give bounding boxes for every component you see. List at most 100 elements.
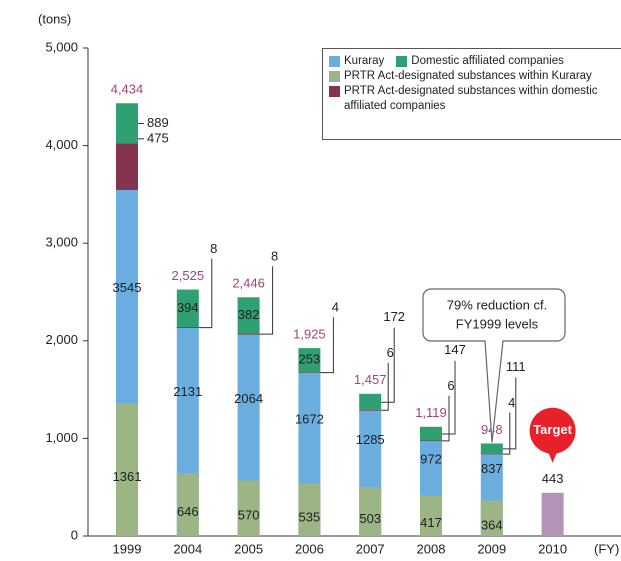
value-label: 646 bbox=[177, 504, 199, 519]
value-label: 2,446 bbox=[232, 276, 265, 291]
value-label: 1,457 bbox=[354, 372, 387, 387]
bar-domestic bbox=[298, 348, 321, 373]
value-label: 1285 bbox=[356, 432, 385, 447]
value-label: 570 bbox=[238, 508, 260, 523]
bar-prtr-kuraray bbox=[420, 495, 442, 536]
value-label: 2064 bbox=[234, 391, 263, 406]
value-label: 535 bbox=[299, 509, 321, 524]
bar-prtr-kuraray bbox=[176, 472, 199, 536]
value-label: 2131 bbox=[173, 384, 202, 399]
value-label: 1672 bbox=[295, 412, 324, 427]
legend-swatch bbox=[329, 71, 340, 82]
value-label: 837 bbox=[481, 461, 503, 476]
value-label: 889 bbox=[147, 115, 169, 130]
legend-label: Kuraray bbox=[344, 55, 385, 67]
value-label: 111 bbox=[506, 359, 526, 374]
leader-line bbox=[259, 266, 274, 335]
value-label: 8 bbox=[271, 249, 278, 264]
value-label: 394 bbox=[177, 300, 199, 315]
legend-label: PRTR Act-designated substances within Ku… bbox=[344, 70, 592, 82]
value-label: 2,525 bbox=[172, 268, 205, 283]
bar-domestic bbox=[420, 426, 442, 442]
legend-swatch bbox=[329, 86, 340, 97]
y-tick-label: 3,000 bbox=[45, 235, 78, 250]
legend-item: Kuraray bbox=[329, 54, 384, 69]
target-badge bbox=[547, 450, 558, 463]
bar-domestic bbox=[237, 297, 260, 335]
y-axis-label: (tons) bbox=[38, 11, 71, 26]
legend-item: PRTR Act-designated substances within Ku… bbox=[329, 69, 615, 84]
x-tick-label: 2008 bbox=[417, 541, 446, 556]
bar-prtr-kuraray bbox=[237, 480, 260, 536]
value-label: 6 bbox=[387, 345, 394, 360]
leader-line bbox=[381, 327, 395, 403]
x-tick-label: 2006 bbox=[295, 541, 324, 556]
bar-prtr-kuraray bbox=[116, 403, 138, 536]
y-tick-label: 4,000 bbox=[45, 137, 78, 152]
bar-domestic bbox=[480, 443, 503, 455]
value-label: 364 bbox=[481, 518, 503, 533]
y-tick-label: 2,000 bbox=[45, 332, 78, 347]
value-label: 475 bbox=[147, 130, 169, 145]
value-label: 972 bbox=[420, 452, 442, 467]
x-tick-label: 2010 bbox=[538, 541, 567, 556]
leader-line bbox=[442, 395, 450, 442]
y-tick-label: 0 bbox=[71, 527, 78, 542]
value-label: 3545 bbox=[113, 280, 142, 295]
bar-domestic bbox=[359, 393, 382, 411]
bar-prtr-domestic bbox=[237, 333, 260, 335]
bar-prtr-kuraray bbox=[298, 483, 321, 536]
legend-label: PRTR Act-designated substances within do… bbox=[344, 85, 598, 112]
bar-prtr-domestic bbox=[359, 409, 382, 411]
x-axis-label: (FY) bbox=[594, 541, 619, 556]
x-tick-label: 2004 bbox=[173, 541, 202, 556]
value-label: 1,925 bbox=[293, 327, 326, 342]
value-label: 4,434 bbox=[111, 82, 144, 97]
value-label: 382 bbox=[238, 307, 260, 322]
y-tick-label: 1,000 bbox=[45, 430, 78, 445]
leader-line bbox=[320, 317, 334, 374]
value-label: 417 bbox=[420, 515, 442, 530]
bar-prtr-kuraray bbox=[359, 486, 382, 536]
annotation-text: FY1999 levels bbox=[456, 316, 539, 331]
value-label: 172 bbox=[383, 309, 405, 324]
value-label: 4 bbox=[508, 395, 515, 410]
x-tick-label: 1999 bbox=[113, 541, 142, 556]
leader-line bbox=[502, 377, 517, 450]
value-label: 8 bbox=[210, 241, 217, 256]
x-tick-label: 2005 bbox=[234, 541, 263, 556]
target-bar bbox=[541, 492, 564, 536]
bar-prtr-kuraray bbox=[480, 500, 503, 536]
value-label: 4 bbox=[332, 300, 339, 315]
legend-item: PRTR Act-designated substances within do… bbox=[329, 84, 615, 114]
value-label: 253 bbox=[299, 352, 321, 367]
leader-line bbox=[442, 360, 456, 435]
value-label: 1361 bbox=[113, 469, 142, 484]
target-label: Target bbox=[533, 422, 572, 437]
x-tick-label: 2007 bbox=[356, 541, 385, 556]
annotation-box bbox=[422, 288, 566, 443]
leader-line bbox=[381, 362, 389, 411]
value-label: 443 bbox=[542, 471, 564, 486]
bar-domestic bbox=[176, 289, 199, 329]
value-label: 503 bbox=[359, 511, 381, 526]
leader-line bbox=[198, 258, 213, 329]
x-tick-label: 2009 bbox=[477, 541, 506, 556]
y-tick-label: 5,000 bbox=[45, 39, 78, 54]
leader-line bbox=[502, 412, 511, 455]
value-label: 1,119 bbox=[415, 405, 447, 420]
value-label: 6 bbox=[447, 378, 454, 393]
legend-item: Domestic affiliated companies bbox=[396, 54, 564, 69]
legend-swatch bbox=[329, 56, 340, 67]
legend-label: Domestic affiliated companies bbox=[411, 55, 564, 67]
bar-prtr-domestic bbox=[420, 440, 442, 442]
legend: Kuraray Domestic affiliated companies PRTR… bbox=[322, 48, 621, 140]
value-label: 147 bbox=[444, 342, 466, 357]
target-badge bbox=[529, 407, 576, 454]
bar-prtr-domestic bbox=[116, 143, 138, 191]
bar-prtr-domestic bbox=[176, 327, 199, 329]
legend-swatch bbox=[396, 56, 408, 67]
annotation-text: 79% reduction cf. bbox=[447, 297, 547, 312]
